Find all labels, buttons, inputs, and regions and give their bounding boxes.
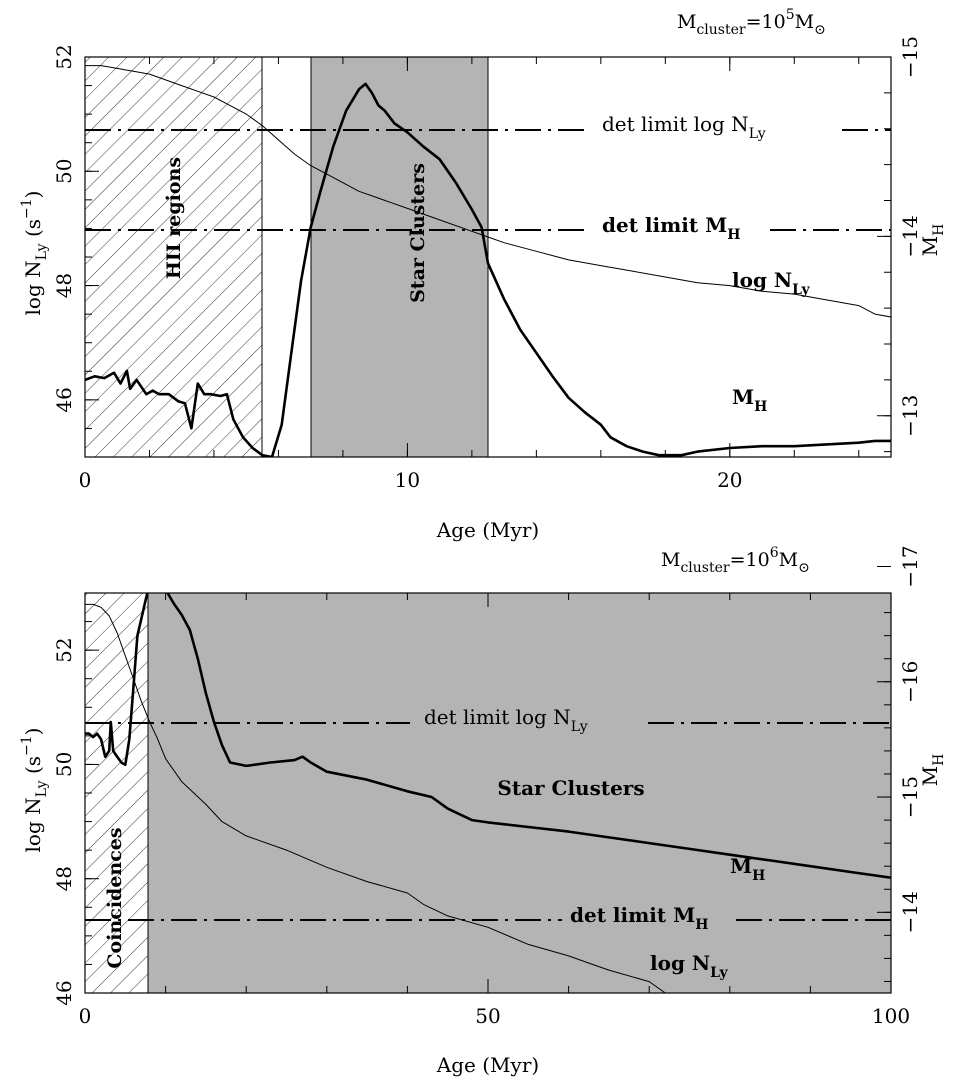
shaded-region-label: Star Clusters xyxy=(497,776,644,800)
mass-label-2: Mcluster=106M⊙ xyxy=(661,545,810,576)
y-tick-label: 46 xyxy=(52,387,76,412)
y2-tick-label: −14 xyxy=(898,891,922,933)
x-axis-label-1: Age (Myr) xyxy=(436,518,539,542)
y2-tick-label: −15 xyxy=(898,36,922,78)
hatched-region-coincidences xyxy=(84,592,149,994)
y2-tick-label: −15 xyxy=(898,776,922,818)
hatched-region-label: HII regions xyxy=(163,157,185,279)
y-tick-label: 48 xyxy=(52,866,76,891)
y-axis-label-2: log NLy (s−1) xyxy=(19,728,50,853)
x-tick-label: 20 xyxy=(717,468,742,492)
y2-tick-label: −13 xyxy=(898,395,922,437)
y-tick-label: 50 xyxy=(52,159,76,184)
det-limit-logN-label: det limit log NLy xyxy=(424,705,588,735)
shaded-region-star-clusters xyxy=(310,56,489,458)
series-line-logN xyxy=(85,65,891,318)
hatched-region-hii xyxy=(84,56,263,458)
det-limit-MH-label: det limit MH xyxy=(570,903,708,933)
y2-tick-label: −14 xyxy=(898,215,922,257)
y2-tick-label: −17 xyxy=(898,545,922,587)
series-label-MH: MH xyxy=(732,385,767,415)
series-label-logN: log NLy xyxy=(732,268,811,298)
det-limit-MH-label: det limit MH xyxy=(602,213,740,243)
y2-axis-label-1: MH xyxy=(918,224,947,257)
y-tick-label: 48 xyxy=(52,273,76,298)
y-axis-label-1: log NLy (s−1) xyxy=(19,191,50,316)
det-limit-logN-label: det limit log NLy xyxy=(602,112,766,142)
x-tick-label: 10 xyxy=(395,468,420,492)
x-tick-label: 0 xyxy=(79,1004,92,1028)
x-axis-label-2: Age (Myr) xyxy=(436,1053,539,1077)
series-label-logN: log NLy xyxy=(650,951,729,981)
y-tick-label: 46 xyxy=(52,980,76,1005)
series-label-MH: MH xyxy=(730,854,765,884)
x-tick-label: 100 xyxy=(872,1004,910,1028)
x-tick-label: 50 xyxy=(475,1004,500,1028)
series-line-MH xyxy=(85,82,891,457)
y-tick-label: 52 xyxy=(52,44,76,69)
chart-panel-1: 0 10 20 46 48 50 52 −13 −14 −15 HII regions Star … xyxy=(19,7,947,542)
y2-axis-label-2: MH xyxy=(918,754,947,787)
series-line-logN xyxy=(85,603,891,993)
y2-tick-label: −16 xyxy=(898,661,922,703)
y-tick-label: 52 xyxy=(52,637,76,662)
y-tick-label: 50 xyxy=(52,752,76,777)
x-tick-label: 0 xyxy=(79,468,92,492)
shaded-region-label: Star Clusters xyxy=(407,163,429,303)
series-line-MH xyxy=(85,593,891,879)
hatched-region-label: Coincidences xyxy=(104,827,126,968)
mass-label-1: Mcluster=105M⊙ xyxy=(677,7,826,38)
shaded-region-star-clusters xyxy=(147,592,892,994)
